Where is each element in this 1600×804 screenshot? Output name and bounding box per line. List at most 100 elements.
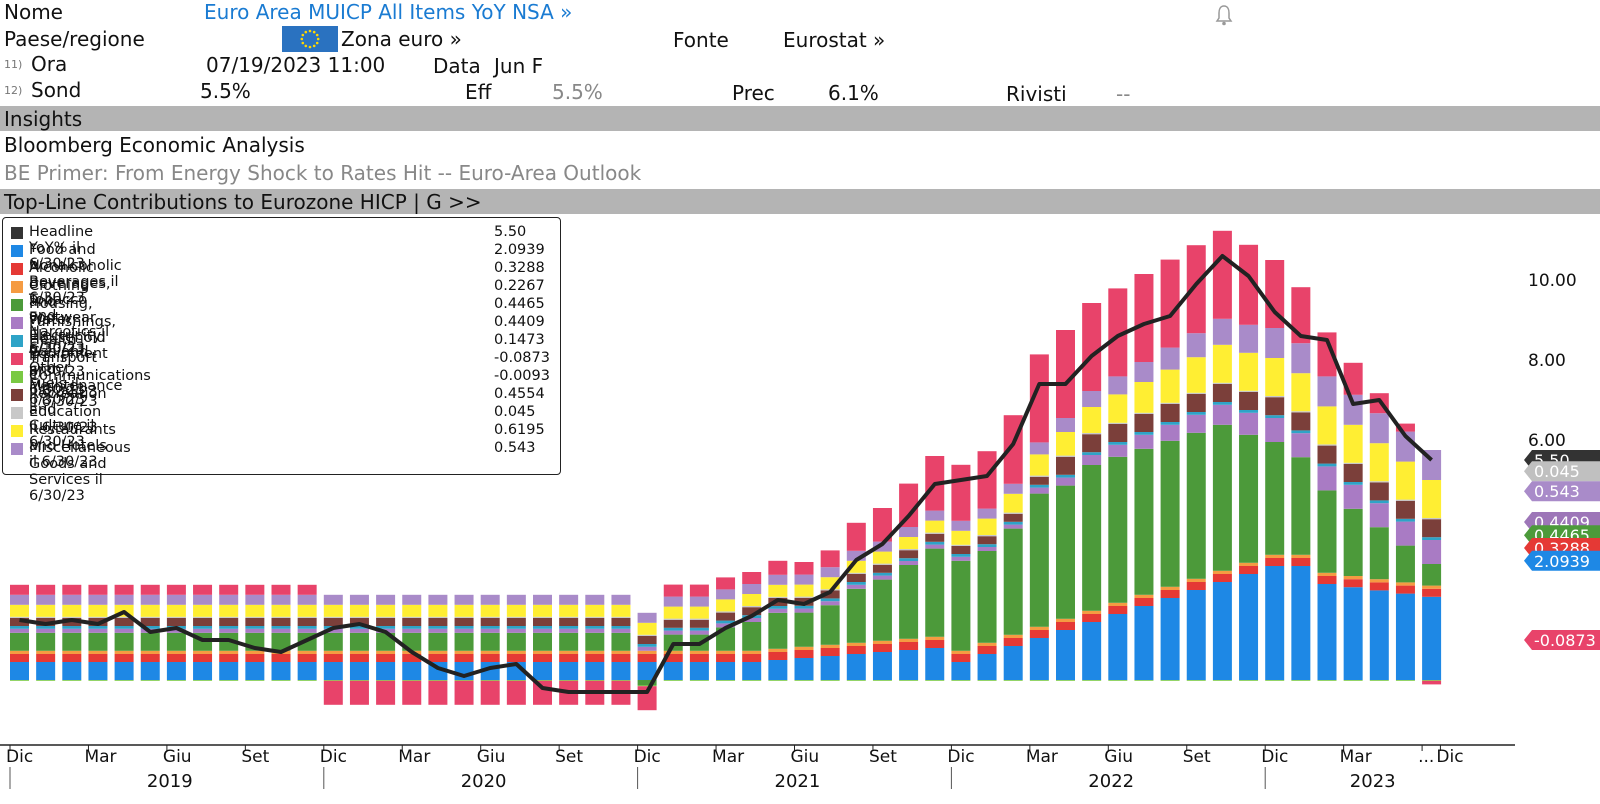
bar-segment-2020-06-2 (480, 654, 500, 662)
bar-segment-2021-09-5 (872, 575, 892, 580)
bar-segment-2023-06-5 (1422, 540, 1442, 564)
bar-segment-2019-01-7 (36, 584, 56, 595)
bar-segment-2019-03-3 (88, 650, 108, 654)
bar-segment-2021-11-5 (925, 544, 945, 549)
legend-swatch (11, 317, 23, 329)
bar-segment-2023-06-3 (1422, 585, 1442, 589)
bar-segment-2022-05-8 (1082, 680, 1102, 681)
bar-segment-2022-12-3 (1265, 554, 1285, 558)
chart-title-band[interactable]: Top-Line Contributions to Eurozone HICP … (0, 189, 1600, 214)
bar-segment-2022-10-12 (1212, 318, 1232, 345)
bar-segment-2023-02-3 (1317, 572, 1337, 576)
bar-segment-2018-12-12 (10, 594, 29, 605)
bar-segment-2023-02-7 (1317, 332, 1337, 377)
bar-segment-2022-05-10 (1082, 433, 1102, 435)
bar-segment-2023-06-6 (1422, 537, 1442, 540)
region-link[interactable]: Zona euro » (341, 27, 462, 51)
bar-segment-2020-11-8 (611, 680, 631, 681)
bar-segment-2021-11-12 (925, 510, 945, 521)
bar-segment-2019-08-1 (219, 662, 239, 680)
bar-segment-2020-05-6 (454, 626, 474, 629)
bar-segment-2020-08-10 (533, 616, 552, 618)
data-label: Data (433, 54, 481, 78)
bar-segment-2020-07-5 (506, 628, 526, 633)
contributions-chart[interactable]: 6.008.0010.005.500.0450.5430.44090.44650… (0, 214, 1600, 804)
bar-segment-2019-10-1 (271, 662, 291, 680)
bar-segment-2019-02-12 (62, 594, 82, 605)
legend-swatch (11, 299, 23, 311)
bar-segment-2021-02-8 (689, 680, 709, 681)
bar-segment-2021-07-7 (820, 550, 840, 568)
bar-segment-2020-11-10 (611, 616, 631, 618)
bar-segment-2022-06-12 (1108, 376, 1128, 395)
bar-segment-2019-04-9 (114, 618, 134, 626)
bar-segment-2021-09-2 (872, 644, 892, 652)
bar-segment-2021-04-3 (742, 650, 762, 654)
bar-segment-2021-11-10 (925, 532, 945, 534)
analysis-heading: Bloomberg Economic Analysis (4, 133, 305, 157)
bar-segment-2019-08-2 (219, 654, 239, 662)
bar-segment-2021-03-11 (716, 599, 736, 612)
security-name-link[interactable]: Euro Area MUICP All Items YoY NSA » (204, 0, 573, 24)
bar-segment-2021-11-3 (925, 636, 945, 640)
legend-swatch (11, 371, 23, 383)
y-tick-label: 8.00 (1528, 351, 1566, 371)
chart-title[interactable]: Top-Line Contributions to Eurozone HICP … (4, 190, 482, 214)
bar-segment-2020-02-9 (376, 618, 396, 626)
legend-swatch (11, 227, 23, 239)
bar-segment-2020-05-3 (454, 650, 474, 654)
bar-segment-2022-03-12 (1029, 442, 1049, 455)
bar-segment-2020-02-7 (376, 680, 396, 705)
bar-segment-2019-05-2 (140, 654, 160, 662)
bar-segment-2020-04-11 (428, 604, 448, 617)
bar-segment-2019-05-1 (140, 662, 160, 680)
bar-segment-2022-10-11 (1212, 344, 1232, 383)
bar-segment-2020-10-1 (585, 662, 605, 680)
bar-segment-2022-04-4 (1056, 485, 1075, 619)
bar-segment-2020-06-10 (480, 616, 500, 618)
bar-segment-2019-12-12 (323, 594, 343, 605)
bar-segment-2021-04-8 (742, 680, 762, 681)
bar-segment-2023-03-5 (1343, 484, 1363, 509)
bar-segment-2019-10-6 (271, 626, 291, 629)
bar-segment-2019-07-11 (193, 604, 213, 617)
bar-segment-2020-12-8 (637, 685, 657, 687)
legend-label: Communications il 6/30/23 (29, 368, 151, 400)
primer-link[interactable]: BE Primer: From Energy Shock to Rates Hi… (4, 161, 642, 185)
bar-segment-2019-11-12 (297, 594, 317, 605)
source-link[interactable]: Eurostat » (783, 28, 886, 52)
bar-segment-2020-08-12 (533, 594, 552, 605)
bar-segment-2022-05-12 (1082, 391, 1102, 407)
bar-segment-2019-08-11 (219, 604, 239, 617)
bar-segment-2020-04-6 (428, 626, 448, 629)
bar-segment-2022-01-9 (977, 536, 997, 545)
bar-segment-2020-07-6 (506, 626, 526, 629)
bar-segment-2019-04-10 (114, 616, 134, 618)
value-tag (1524, 630, 1600, 650)
bar-segment-2021-01-12 (663, 596, 683, 607)
bar-segment-2018-12-3 (10, 650, 29, 654)
bar-segment-2019-04-7 (114, 584, 134, 595)
bar-segment-2019-05-4 (140, 632, 160, 651)
legend-swatch (11, 353, 23, 365)
prec-label: Prec (732, 81, 775, 105)
bar-segment-2021-12-4 (951, 560, 971, 651)
bell-icon[interactable] (1214, 4, 1234, 30)
bar-segment-2022-06-6 (1108, 442, 1128, 445)
bar-segment-2019-01-8 (36, 680, 56, 681)
bar-segment-2023-03-8 (1343, 680, 1363, 681)
bar-segment-2020-03-7 (402, 680, 422, 705)
bar-segment-2019-01-10 (36, 616, 56, 618)
bar-segment-2020-06-11 (480, 604, 500, 617)
bar-segment-2020-07-11 (506, 604, 526, 617)
x-tick-label: Giu (791, 747, 820, 767)
bar-segment-2022-04-8 (1056, 680, 1075, 681)
bar-segment-2020-03-10 (402, 616, 422, 618)
bar-segment-2021-01-3 (663, 650, 683, 654)
bar-segment-2022-03-6 (1029, 484, 1049, 488)
bar-segment-2019-05-10 (140, 616, 160, 618)
bar-segment-2020-04-3 (428, 650, 448, 654)
bar-segment-2019-02-8 (62, 680, 82, 681)
bar-segment-2021-04-7 (742, 572, 762, 584)
bar-segment-2019-07-12 (193, 594, 213, 605)
